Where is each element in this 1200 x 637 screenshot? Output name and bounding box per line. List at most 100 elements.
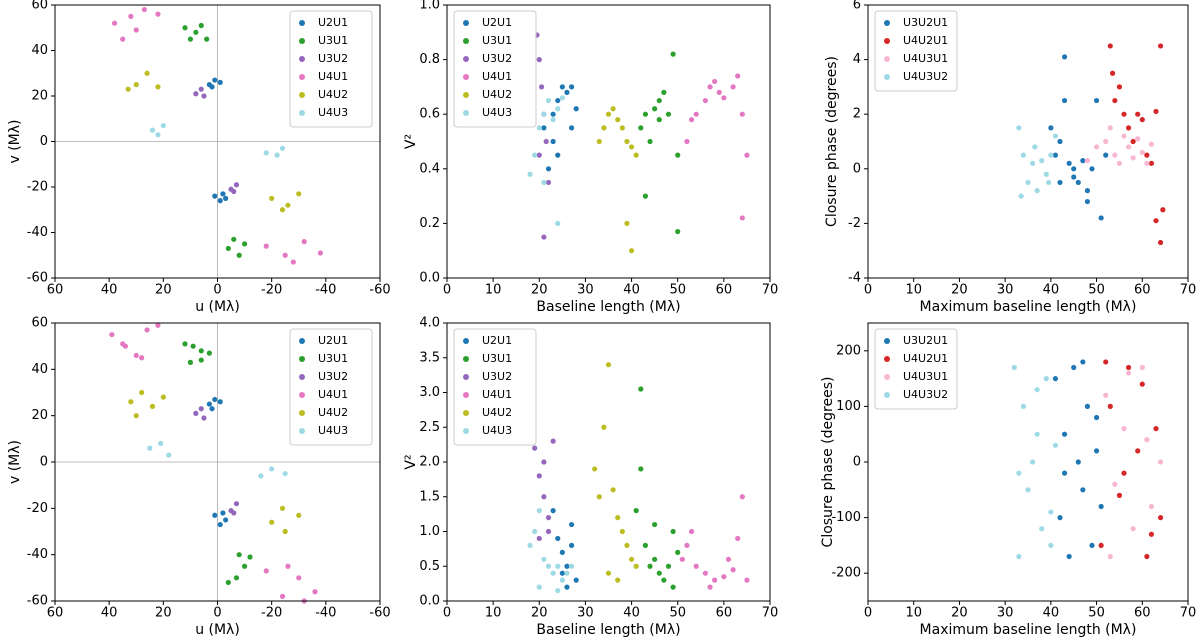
legend-label: U2U1 [482, 16, 512, 29]
x-tick-label: 0 [213, 606, 221, 621]
legend-marker [463, 20, 469, 26]
legend-marker [884, 74, 890, 80]
point [1018, 193, 1024, 199]
point [545, 166, 552, 172]
point [559, 95, 565, 101]
panel: 0 10 20 30 40 50 60 70 0.0 0.5 1.0 1.5 2.0 2.5 3.0 3.5 4… [403, 316, 778, 637]
x-tick-label: 60 [1134, 606, 1151, 621]
point [201, 93, 207, 99]
y-tick-label: -4 [848, 271, 861, 286]
point [675, 152, 681, 158]
y-tick-label: 0.0 [419, 271, 440, 286]
point [541, 111, 547, 117]
point [141, 6, 147, 13]
point [1029, 459, 1036, 465]
point [1121, 111, 1127, 117]
point [543, 138, 549, 145]
point [559, 84, 565, 90]
point [233, 501, 240, 507]
point [155, 84, 161, 90]
x-tick-label: 20 [531, 283, 548, 298]
point [1089, 542, 1095, 549]
point [550, 117, 556, 123]
legend-frame [289, 328, 373, 446]
legend-label: U3U2U1 [903, 16, 948, 29]
legend-marker [299, 374, 305, 380]
x-tick-label: -40 [315, 283, 336, 298]
point [568, 84, 575, 90]
point [1157, 515, 1164, 521]
legend: U2U1 U3U1 U3U2 U4U1 U4U2 U4U3 [289, 10, 373, 128]
point [555, 587, 561, 594]
point [1103, 359, 1109, 365]
legend-marker [299, 38, 305, 44]
point [241, 563, 248, 569]
point [212, 512, 218, 518]
point [1135, 448, 1141, 454]
point [1066, 553, 1072, 560]
point [1020, 403, 1027, 409]
point [536, 473, 542, 479]
legend-label: U4U3 [482, 106, 512, 119]
point [656, 570, 662, 576]
point [633, 508, 639, 514]
point [1125, 364, 1132, 371]
legend-label: U3U2 [482, 370, 512, 383]
point [1052, 133, 1059, 139]
point [212, 193, 218, 199]
point [615, 577, 621, 583]
point [633, 563, 639, 569]
x-tick-label: 40 [1043, 606, 1060, 621]
legend: U2U1 U3U1 U3U2 U4U1 U4U2 U4U3 [289, 328, 373, 446]
point [1048, 509, 1054, 515]
point [661, 577, 667, 583]
point [1061, 470, 1068, 476]
point [149, 127, 156, 133]
point [1121, 133, 1127, 139]
point [233, 182, 240, 188]
point [217, 521, 223, 528]
y-tick-label: 0.6 [419, 107, 440, 122]
point [615, 117, 621, 123]
point [155, 11, 161, 17]
legend-label: U4U3 [482, 424, 512, 437]
point [263, 243, 269, 249]
x-tick-label: 60 [716, 606, 733, 621]
point [670, 528, 676, 535]
legend-marker [463, 356, 469, 362]
legend-marker [884, 392, 890, 398]
point [735, 73, 741, 79]
point [209, 84, 215, 90]
legend-label: U4U2 [482, 88, 512, 101]
y-tick-label: -40 [27, 225, 48, 240]
point [1075, 459, 1081, 465]
y-tick-label: 0.4 [419, 161, 440, 176]
x-tick-label: -40 [315, 606, 336, 621]
legend-frame [874, 328, 958, 410]
point [1039, 158, 1045, 164]
point [1112, 481, 1118, 487]
point [144, 70, 150, 76]
legend-label: U2U1 [482, 334, 512, 347]
legend-frame [289, 10, 373, 128]
point [1048, 152, 1054, 158]
point [559, 570, 565, 576]
plot-frame [54, 4, 381, 279]
point [702, 97, 709, 104]
point [693, 563, 699, 569]
point [1135, 136, 1141, 142]
point [684, 542, 690, 549]
point [564, 584, 570, 590]
point [1112, 97, 1118, 104]
point [638, 125, 644, 131]
point [730, 567, 736, 573]
legend-label: U3U2 [482, 52, 512, 65]
point [573, 577, 579, 583]
point [133, 82, 139, 88]
point [1103, 392, 1109, 398]
panel: 0 10 20 30 40 50 60 70 -4 -2 0 2 4 6 Maximum baseline … [824, 0, 1196, 315]
point [1080, 487, 1086, 493]
y-tick-label: 60 [31, 0, 48, 13]
point [712, 577, 718, 583]
legend-marker [299, 410, 305, 416]
